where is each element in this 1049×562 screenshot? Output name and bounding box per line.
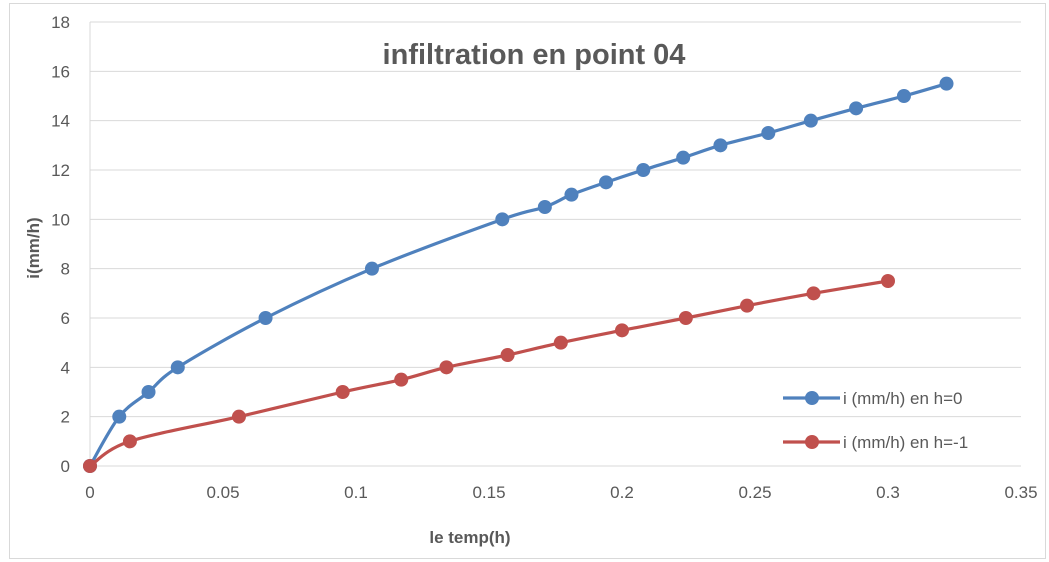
axes <box>89 22 1021 467</box>
data-point <box>537 200 552 214</box>
data-point <box>122 434 137 449</box>
x-axis-ticks: 0 0.05 0.1 0.15 0.2 0.25 0.3 0.35 <box>85 483 1037 502</box>
y-tick-label: 12 <box>51 161 70 180</box>
x-tick-label: 0.25 <box>738 483 771 502</box>
data-point <box>803 113 818 128</box>
x-tick-label: 0.2 <box>610 483 634 502</box>
data-point <box>713 138 728 153</box>
data-point <box>676 150 691 165</box>
series-2 <box>83 274 895 473</box>
data-point <box>439 360 454 375</box>
y-tick-label: 16 <box>51 62 70 81</box>
y-tick-label: 14 <box>51 112 70 131</box>
x-tick-label: 0.15 <box>472 483 505 502</box>
legend-marker <box>805 391 819 405</box>
data-point <box>881 274 895 288</box>
series-layer <box>83 76 954 473</box>
data-point <box>364 261 379 276</box>
legend-entry: i (mm/h) en h=-1 <box>783 433 968 452</box>
y-tick-label: 2 <box>61 408 70 427</box>
data-point <box>849 101 864 116</box>
data-point <box>553 335 568 350</box>
y-tick-label: 4 <box>61 358 70 377</box>
data-point <box>141 385 156 399</box>
data-point <box>806 286 821 301</box>
legend-marker <box>805 435 819 449</box>
data-point <box>394 372 409 387</box>
data-point <box>740 298 755 313</box>
y-tick-label: 0 <box>61 457 70 476</box>
y-tick-label: 18 <box>51 13 70 32</box>
data-point <box>678 311 693 325</box>
data-point <box>761 126 776 140</box>
chart-title: infiltration en point 04 <box>383 39 686 71</box>
data-point <box>615 323 629 338</box>
data-point <box>170 360 185 375</box>
data-point <box>599 175 614 190</box>
x-tick-label: 0 <box>85 483 94 502</box>
data-point <box>564 187 579 202</box>
data-point <box>495 212 510 227</box>
data-point <box>335 385 350 399</box>
x-tick-label: 0.1 <box>344 483 368 502</box>
x-tick-label: 0.05 <box>206 483 239 502</box>
data-point <box>896 89 911 103</box>
legend-label: i (mm/h) en h=-1 <box>843 433 968 452</box>
data-point <box>231 409 246 424</box>
data-point <box>500 348 515 362</box>
x-tick-label: 0.35 <box>1004 483 1037 502</box>
y-axis-title: i(mm/h) <box>24 217 43 278</box>
data-point <box>258 311 273 325</box>
legend-label: i (mm/h) en h=0 <box>843 389 963 408</box>
data-point <box>939 76 954 91</box>
data-point <box>112 409 127 424</box>
y-tick-label: 8 <box>61 260 70 279</box>
data-point <box>83 459 97 473</box>
y-tick-label: 10 <box>51 210 70 229</box>
y-axis-ticks: 0 2 4 6 8 10 12 14 16 18 <box>51 13 70 476</box>
legend-entry: i (mm/h) en h=0 <box>783 389 963 408</box>
data-point <box>636 163 651 177</box>
legend: i (mm/h) en h=0 i (mm/h) en h=-1 <box>783 389 968 452</box>
x-axis-title: le temp(h) <box>429 528 510 547</box>
y-tick-label: 6 <box>61 309 70 328</box>
x-tick-label: 0.3 <box>876 483 900 502</box>
